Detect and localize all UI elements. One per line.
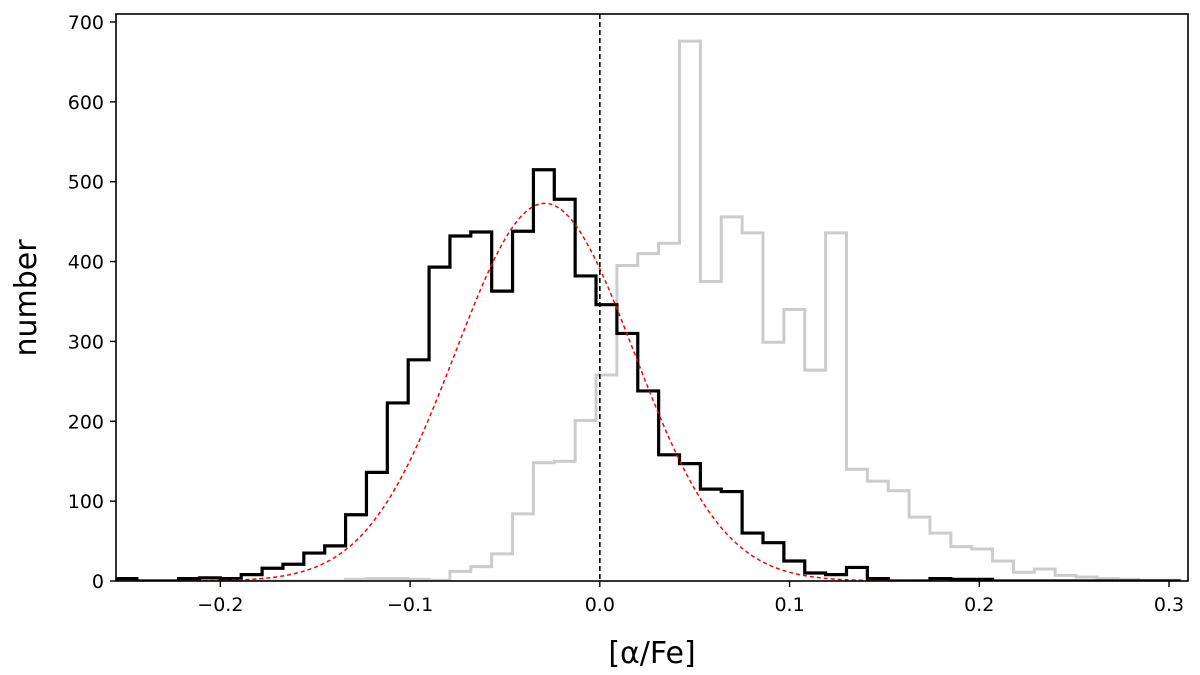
y-tick-label: 700	[68, 12, 104, 34]
y-tick-label: 200	[68, 411, 104, 433]
x-axis-label: [α/Fe]	[608, 636, 695, 671]
x-tick-label: 0.0	[585, 594, 615, 616]
y-tick-label: 100	[68, 491, 104, 513]
y-axis-label: number	[9, 239, 44, 357]
y-tick-label: 300	[68, 331, 104, 353]
y-tick-label: 600	[68, 92, 104, 114]
x-tick-label: 0.1	[774, 594, 804, 616]
gaussian-fit-curve	[182, 202, 904, 581]
x-tick-label: −0.1	[387, 594, 433, 616]
plot-frame	[115, 13, 1189, 582]
histogram-black-series	[116, 168, 1181, 581]
histogram-gray-series	[116, 39, 1182, 581]
y-tick-label: 0	[92, 571, 104, 593]
plot-background	[116, 14, 1188, 581]
x-tick-label: −0.2	[197, 594, 243, 616]
x-tick-label: 0.3	[1154, 594, 1184, 616]
axes-layer: −0.2 −0.1 0.0 0.1 0.2 0.3 0 100 200 300 400 500 600 7…	[68, 12, 1189, 616]
x-tick-label: 0.2	[964, 594, 994, 616]
plot-area	[116, 14, 1188, 581]
series-layer	[116, 14, 1182, 581]
y-tick-label: 400	[68, 252, 104, 274]
y-tick-label: 500	[68, 172, 104, 194]
